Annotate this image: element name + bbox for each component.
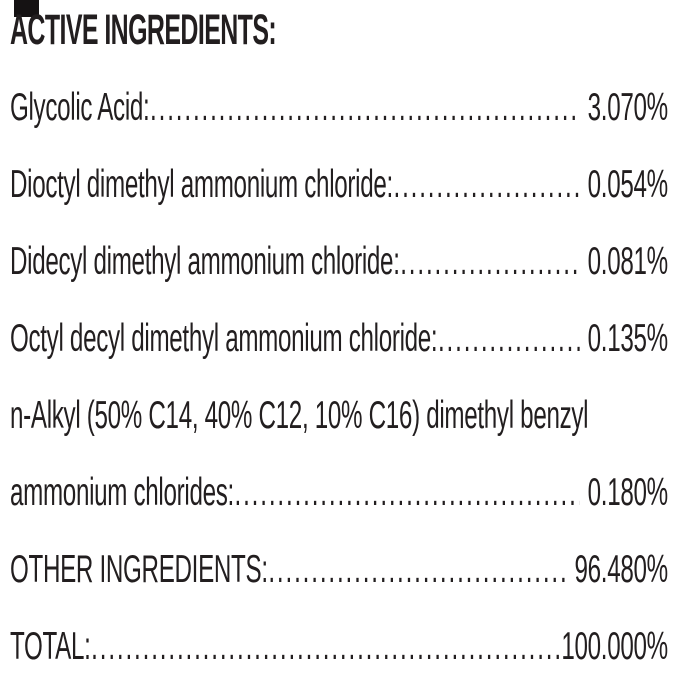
ingredient-row-glycolic-acid: Glycolic Acid: .........................… [10, 85, 679, 133]
total-label: TOTAL: [10, 625, 91, 668]
dot-leader: ........................................… [268, 548, 567, 591]
ingredient-name: Glycolic Acid: [10, 86, 150, 129]
dot-leader: ........................................… [91, 625, 561, 668]
ingredient-name: Octyl decyl dimethyl ammonium chloride: [10, 317, 438, 360]
dot-leader: ........................................… [393, 163, 579, 206]
ingredient-percentage: 0.135% [587, 317, 668, 360]
ingredient-percentage: 0.054% [587, 163, 668, 206]
ingredient-name: ammonium chlorides: [10, 471, 234, 514]
dot-leader: ........................................… [234, 471, 580, 514]
ingredient-row-octyl-decyl: Octyl decyl dimethyl ammonium chloride: … [10, 316, 679, 364]
dot-leader: ........................................… [400, 240, 580, 283]
ingredient-name: Dioctyl dimethyl ammonium chloride: [10, 163, 393, 206]
ingredient-row-didecyl: Didecyl dimethyl ammonium chloride: ....… [10, 239, 679, 287]
ingredient-row-dioctyl: Dioctyl dimethyl ammonium chloride: ....… [10, 162, 679, 210]
ingredient-percentage: 0.180% [587, 471, 668, 514]
total-percentage: 100.000% [561, 625, 668, 668]
corner-crop-artifact-rectangle [14, 0, 39, 17]
ingredient-percentage: 0.081% [587, 240, 668, 283]
page-title: ACTIVE INGREDIENTS: [10, 6, 277, 54]
ingredient-percentage: 3.070% [587, 86, 668, 129]
other-ingredients-label: OTHER INGREDIENTS: [10, 548, 268, 591]
total-row: TOTAL: .................................… [10, 624, 679, 672]
dot-leader: ........................................… [150, 86, 580, 129]
dot-leader: ........................................… [437, 317, 580, 360]
ingredient-row-n-alkyl-line1: n-Alkyl (50% C14, 40% C12, 10% C16) dime… [10, 393, 679, 441]
ingredient-name: Didecyl dimethyl ammonium chloride: [10, 240, 400, 283]
other-ingredients-row: OTHER INGREDIENTS: .....................… [10, 547, 679, 595]
other-ingredients-percentage: 96.480% [574, 548, 669, 591]
ingredient-name: n-Alkyl (50% C14, 40% C12, 10% C16) dime… [10, 394, 589, 437]
ingredient-row-n-alkyl-line2: ammonium chlorides: ....................… [10, 470, 679, 518]
